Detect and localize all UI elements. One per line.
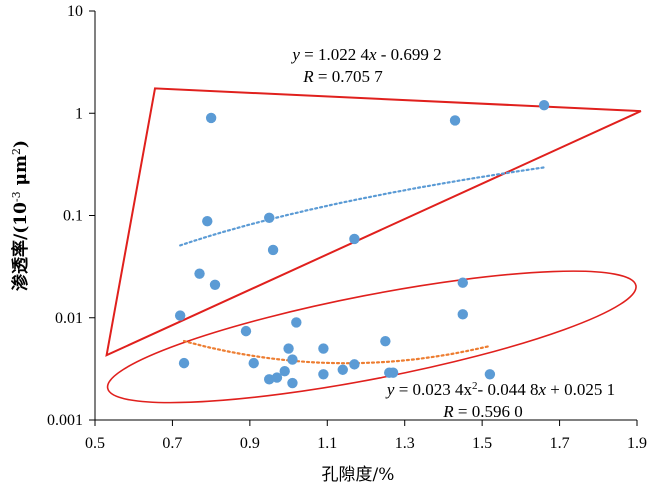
data-point <box>264 212 275 223</box>
data-point <box>202 215 213 227</box>
highlight-regions <box>105 87 642 404</box>
data-point <box>457 277 468 288</box>
data-point <box>209 279 221 291</box>
y-tick-label: 10 <box>67 3 83 20</box>
data-point <box>449 115 461 126</box>
data-point <box>484 369 496 380</box>
data-point <box>279 366 290 377</box>
data-point <box>178 357 190 369</box>
data-point <box>240 325 252 337</box>
data-point <box>194 268 205 279</box>
data-points <box>174 99 550 389</box>
y-tick-label: 0.01 <box>55 310 83 327</box>
trendline-lower <box>182 339 491 365</box>
data-point <box>349 233 360 245</box>
labels: 孔隙度/% 渗透率/(10-3 μm2) y = 1.022 4x - 0.699 … <box>10 45 616 485</box>
data-point <box>287 354 298 365</box>
data-point <box>318 343 329 354</box>
triangle-region <box>105 87 642 357</box>
data-point <box>267 244 279 256</box>
x-tick-label: 1.1 <box>317 435 337 452</box>
data-point <box>271 372 283 383</box>
data-point <box>457 309 468 320</box>
trendline-upper <box>179 166 546 247</box>
y-tick-label: 1 <box>75 105 83 122</box>
x-tick-label: 1.5 <box>472 435 492 452</box>
data-point <box>337 364 348 375</box>
data-point <box>264 374 275 385</box>
trendlines <box>179 166 546 365</box>
equation-lower: y = 0.023 4x2- 0.044 8x + 0.025 1 <box>385 380 615 399</box>
data-point <box>538 99 550 111</box>
data-point <box>380 335 391 347</box>
data-point <box>205 112 217 124</box>
x-axis-title: 孔隙度/% <box>322 465 395 485</box>
y-tick-label: 0.1 <box>63 208 83 225</box>
x-tick-label: 0.5 <box>85 435 105 452</box>
y-axis-title: 渗透率/(10-3 μm2) <box>10 140 32 291</box>
data-point <box>291 317 302 328</box>
data-point <box>318 369 329 380</box>
equation-upper: y = 1.022 4x - 0.699 2 <box>290 45 441 64</box>
data-point <box>287 377 298 389</box>
data-point <box>349 359 360 370</box>
axes: 0.5 0.7 0.9 1.1 1.3 1.5 1.7 1.9 0.001 0.01 0.1 1 10 <box>47 3 647 452</box>
r-upper: R = 0.705 7 <box>302 67 383 86</box>
data-point <box>248 357 259 369</box>
x-tick-label: 1.3 <box>395 435 415 452</box>
data-point <box>387 367 399 378</box>
x-tick-label: 1.9 <box>627 435 647 452</box>
x-tick-label: 1.7 <box>550 435 570 452</box>
y-tick-label: 0.001 <box>47 412 83 429</box>
data-point <box>283 343 294 354</box>
x-tick-label: 0.9 <box>240 435 260 452</box>
ellipse-region <box>106 270 637 404</box>
x-tick-label: 0.7 <box>162 435 182 452</box>
data-point <box>174 310 186 321</box>
r-lower: R = 0.596 0 <box>442 402 522 421</box>
